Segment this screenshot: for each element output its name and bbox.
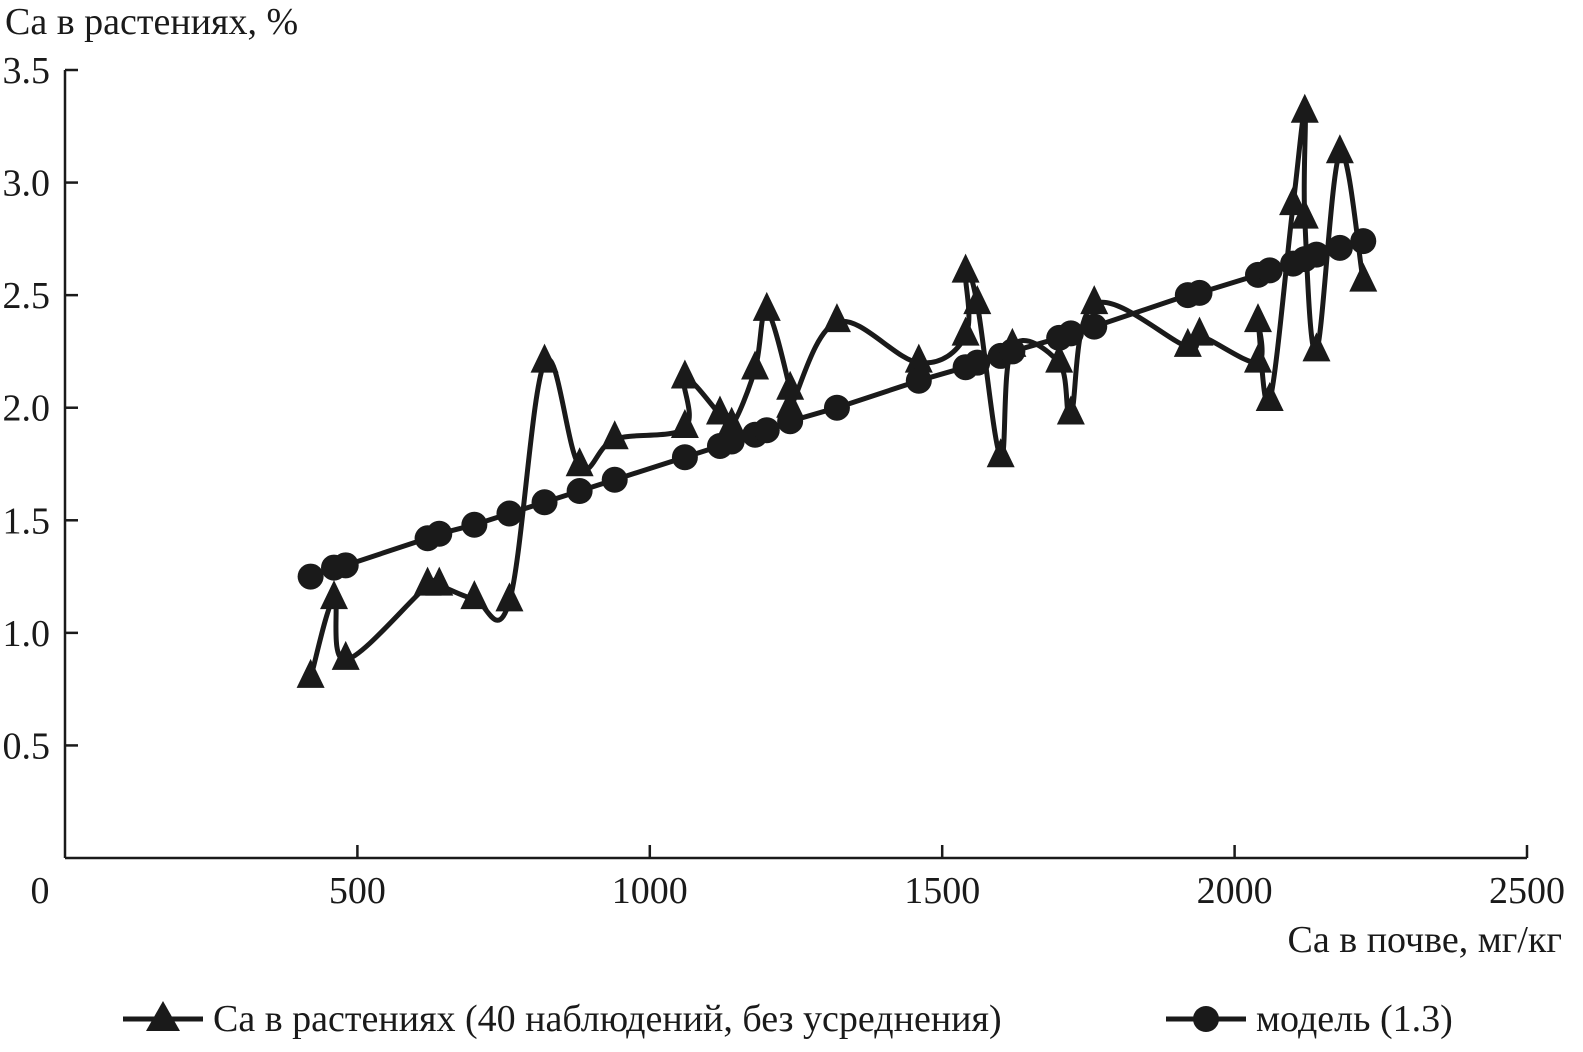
- triangle-point: [717, 406, 746, 436]
- circle-point: [297, 563, 324, 590]
- circle-point: [332, 552, 359, 579]
- triangle-point: [425, 566, 454, 596]
- circle-point: [1326, 234, 1353, 261]
- circle-point: [823, 394, 850, 421]
- y-tick-label: 1.0: [3, 613, 51, 655]
- circle-point: [905, 367, 932, 394]
- circle-point: [1057, 320, 1084, 347]
- circle-point: [671, 444, 698, 471]
- triangle-point: [600, 420, 629, 450]
- x-ticks: 0 500 1000 1500 2000 2500: [31, 845, 1565, 912]
- triangle-point: [331, 640, 360, 670]
- triangle-point: [460, 580, 489, 610]
- triangle-point: [904, 343, 933, 373]
- triangle-point: [776, 370, 805, 400]
- triangle-point: [752, 291, 781, 321]
- y-tick-label: 1.5: [3, 500, 51, 542]
- circle-point: [566, 478, 593, 505]
- x-axis-title: Са в почве, мг/кг: [1288, 919, 1562, 961]
- circle-point: [1256, 257, 1283, 284]
- x-tick-label: 1500: [904, 870, 980, 912]
- triangle-point: [1325, 134, 1354, 164]
- triangle-point: [951, 316, 980, 346]
- legend-label-model: модель (1.3): [1256, 998, 1453, 1040]
- triangle-point: [1349, 262, 1378, 292]
- y-tick-label: 2.0: [3, 388, 51, 430]
- circle-point: [601, 466, 628, 493]
- triangle-point: [1290, 199, 1319, 229]
- triangle-point: [1080, 285, 1109, 315]
- triangle-point: [1185, 316, 1214, 346]
- x-tick-label: 1000: [612, 870, 688, 912]
- circle-point: [964, 349, 991, 376]
- circle-point: [718, 428, 745, 455]
- y-tick-label: 3.0: [3, 163, 51, 205]
- y-tick-label: 2.5: [3, 275, 51, 317]
- circle-point: [426, 520, 453, 547]
- circle-point: [999, 338, 1026, 365]
- triangle-point: [1302, 332, 1331, 362]
- triangle-point: [1243, 343, 1272, 373]
- triangle-point: [1279, 186, 1308, 216]
- x-tick-label: 2000: [1197, 870, 1273, 912]
- triangle-point: [1056, 395, 1085, 425]
- y-axis-title: Са в растениях, %: [5, 1, 298, 43]
- triangle-point: [741, 350, 770, 380]
- triangle-point: [670, 359, 699, 389]
- circle-point: [496, 500, 523, 527]
- triangle-point: [530, 343, 559, 373]
- triangle-point: [320, 580, 349, 610]
- triangle-point: [565, 447, 594, 477]
- x-tick-label: 2500: [1489, 870, 1565, 912]
- y-tick-label: 3.5: [3, 50, 51, 92]
- triangle-point: [1243, 303, 1272, 333]
- triangle-point: [963, 285, 992, 315]
- y-ticks: 0.5 1.0 1.5 2.0 2.5 3.0 3.5: [3, 50, 78, 767]
- triangle-point: [1255, 381, 1284, 411]
- circle-point: [1081, 313, 1108, 340]
- triangle-point: [986, 438, 1015, 468]
- legend: Са в растениях (40 наблюдений, без усред…: [123, 998, 1453, 1040]
- circle-point: [1303, 241, 1330, 268]
- circle-point: [753, 417, 780, 444]
- triangle-point: [670, 408, 699, 438]
- triangle-point: [822, 303, 851, 333]
- legend-triangle-marker: [146, 1001, 180, 1031]
- circle-point: [461, 511, 488, 538]
- circle-point: [1186, 279, 1213, 306]
- x-tick-label: 0: [31, 870, 50, 912]
- axes: [63, 70, 1527, 860]
- y-tick-label: 0.5: [3, 725, 51, 767]
- legend-label-observations: Са в растениях (40 наблюдений, без усред…: [213, 998, 1002, 1040]
- legend-circle-marker: [1193, 1006, 1219, 1032]
- legend-item-model: модель (1.3): [1166, 998, 1453, 1040]
- circle-point: [777, 408, 804, 435]
- series-1: [296, 93, 1378, 688]
- series-layer: [296, 93, 1378, 688]
- series-2: [297, 228, 1377, 590]
- x-tick-label: 500: [329, 870, 386, 912]
- triangle-point: [495, 582, 524, 612]
- triangle-point: [1290, 93, 1319, 123]
- triangle-point: [296, 658, 325, 688]
- triangle-point: [1045, 343, 1074, 373]
- circle-point: [1350, 228, 1377, 255]
- triangle-point: [951, 253, 980, 283]
- circle-point: [531, 489, 558, 516]
- legend-item-observations: Са в растениях (40 наблюдений, без усред…: [123, 998, 1002, 1040]
